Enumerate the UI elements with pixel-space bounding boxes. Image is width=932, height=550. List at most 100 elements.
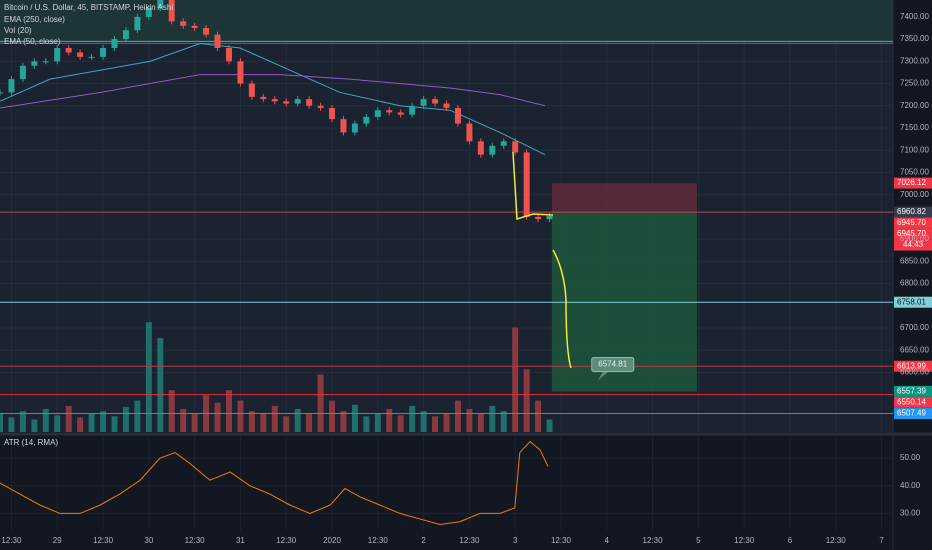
volume-bar <box>306 413 313 432</box>
candle-body <box>8 79 15 93</box>
price-label-box <box>894 228 932 240</box>
y-tick-label: 7000.00 <box>900 190 929 199</box>
x-tick-label: 31 <box>236 536 245 545</box>
price-label-box <box>894 177 932 189</box>
price-label-box <box>894 396 932 408</box>
y-tick-label: 30.00 <box>900 509 921 518</box>
volume-bar <box>351 404 358 432</box>
candle-body <box>454 108 461 124</box>
price-label-box <box>894 217 932 229</box>
candle-body <box>340 119 347 133</box>
x-tick-label: 12:30 <box>734 536 755 545</box>
price-label-box <box>894 385 932 397</box>
candle-body <box>466 123 473 142</box>
volume-bar <box>477 413 484 432</box>
callout-pointer <box>597 370 610 381</box>
volume-bar <box>340 411 347 432</box>
candle-body <box>386 110 393 113</box>
candle-body <box>31 61 38 66</box>
candle-body <box>420 99 427 106</box>
volume-bar <box>191 413 198 432</box>
y-tick-label: 6700.00 <box>900 323 929 332</box>
x-tick-label: 12:30 <box>551 536 572 545</box>
x-tick-label: 7 <box>879 536 884 545</box>
volume-bar <box>363 416 370 432</box>
volume-bar <box>180 409 187 432</box>
candle-body <box>489 145 496 155</box>
volume-bar <box>157 337 164 432</box>
x-tick-label: 29 <box>53 536 62 545</box>
y-tick-label: 7050.00 <box>900 168 929 177</box>
volume-bar <box>0 413 3 432</box>
x-tick-label: 12:30 <box>459 536 480 545</box>
price-label: 6613.99 <box>897 361 926 370</box>
candle-body <box>237 61 244 84</box>
volume-bar <box>8 417 15 432</box>
y-tick-label: 7200.00 <box>900 101 929 110</box>
volume-bar <box>500 411 507 432</box>
volume-bar <box>134 400 141 432</box>
volume-bar <box>88 413 95 432</box>
x-tick-label: 5 <box>696 536 701 545</box>
y-tick-label: 6850.00 <box>900 256 929 265</box>
candle-body <box>283 101 290 104</box>
volume-bar <box>512 327 519 432</box>
volume-bar <box>443 413 450 432</box>
indicator-label: Vol (20) <box>4 26 32 35</box>
candle-body <box>329 108 336 120</box>
volume-bar <box>237 400 244 432</box>
volume-bar <box>535 400 542 432</box>
candle-body <box>374 110 381 117</box>
x-tick-label: 2020 <box>323 536 341 545</box>
volume-bar <box>317 374 324 432</box>
callout-box <box>591 356 635 372</box>
price-label-box <box>894 206 932 218</box>
volume-bar <box>145 322 152 432</box>
volume-bar <box>77 417 84 432</box>
y-tick-label: 6650.00 <box>900 345 929 354</box>
candle-body <box>134 16 141 31</box>
candle-body <box>409 105 416 115</box>
y-tick-label: 7250.00 <box>900 79 929 88</box>
y-tick-label: 7150.00 <box>900 123 929 132</box>
y-tick-label: 6800.00 <box>900 279 929 288</box>
x-tick-label: 12:30 <box>276 536 297 545</box>
volume-bar <box>489 405 496 432</box>
x-tick-label: 12:30 <box>93 536 114 545</box>
price-label: 6945.70 <box>897 229 926 238</box>
candle-body <box>546 216 553 220</box>
y-tick-label: 7300.00 <box>900 56 929 65</box>
countdown: 44:43 <box>903 240 924 249</box>
candle-body <box>523 152 530 217</box>
candle-body <box>432 99 439 104</box>
volume-bar <box>283 416 290 432</box>
volume-bar <box>374 413 381 432</box>
projection-drawing <box>512 151 572 369</box>
candle-body <box>351 123 358 133</box>
y-tick-label: 7100.00 <box>900 145 929 154</box>
candle-body <box>0 92 3 94</box>
x-tick-label: 6 <box>788 536 793 545</box>
callout-label: 6574.81 <box>598 360 627 369</box>
candle-body <box>191 25 198 28</box>
price-label: 6758.01 <box>897 297 926 306</box>
candle-body <box>500 141 507 146</box>
price-label: 6550.14 <box>897 397 926 406</box>
volume-bar <box>248 411 255 432</box>
volume-bar <box>546 419 553 432</box>
y-tick-label: 40.00 <box>900 481 921 490</box>
volume-bar <box>122 406 129 432</box>
projection-line <box>552 249 572 369</box>
candle-body <box>294 99 301 104</box>
x-tick-label: 12:30 <box>1 536 22 545</box>
atr-pane <box>0 436 893 530</box>
candle-body <box>157 0 164 8</box>
price-label-box <box>894 408 932 420</box>
volume-bar <box>397 415 404 432</box>
symbol-title: Bitcoin / U.S. Dollar, 45, BITSTAMP, Hei… <box>4 3 173 12</box>
candle-body <box>512 141 519 153</box>
y-tick-label: 7350.00 <box>900 34 929 43</box>
candle-body <box>225 48 232 62</box>
candle-body <box>54 48 61 62</box>
candle-body <box>100 48 107 57</box>
